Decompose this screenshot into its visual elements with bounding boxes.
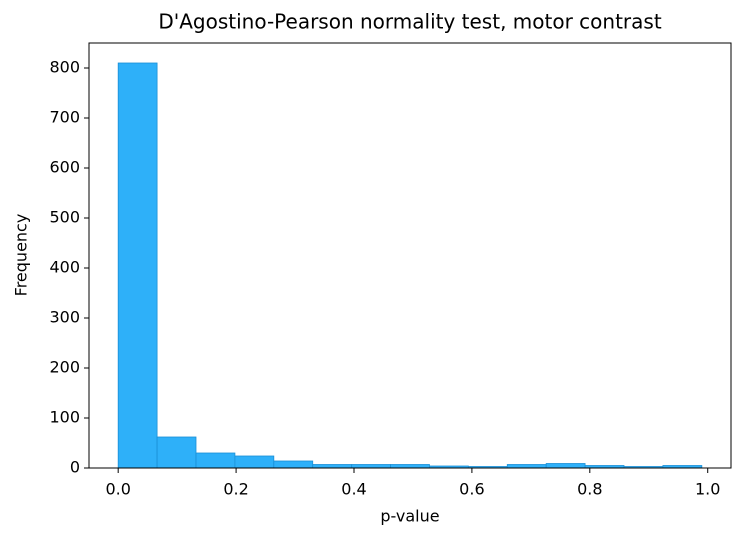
- bar: [195, 452, 236, 469]
- x-tick-label: 0.2: [223, 480, 248, 499]
- y-tick-label: 100: [49, 408, 80, 427]
- bar: [156, 436, 197, 469]
- x-tick-label: 0.8: [577, 480, 602, 499]
- y-tick-label: 700: [49, 108, 80, 127]
- y-tick-label: 0: [70, 458, 80, 477]
- bar: [390, 464, 430, 469]
- x-tick-label: 1.0: [695, 480, 720, 499]
- x-tick-label: 0.4: [341, 480, 366, 499]
- y-tick-label: 500: [49, 208, 80, 227]
- y-tick-label: 300: [49, 308, 80, 327]
- bar: [117, 62, 158, 469]
- bar: [312, 464, 353, 469]
- bar: [351, 464, 391, 469]
- y-tick-label: 400: [49, 258, 80, 277]
- y-tick-label: 200: [49, 358, 80, 377]
- bar: [506, 464, 547, 469]
- y-axis-label: Frequency: [12, 214, 31, 297]
- chart-title: D'Agostino-Pearson normality test, motor…: [158, 10, 661, 34]
- x-axis-label: p-value: [380, 507, 439, 526]
- plot-frame: [88, 42, 732, 469]
- bar: [234, 455, 275, 469]
- y-tick-label: 800: [49, 58, 80, 77]
- y-tick-label: 600: [49, 158, 80, 177]
- x-tick-label: 0.0: [105, 480, 130, 499]
- bar: [273, 460, 314, 469]
- x-tick-label: 0.6: [459, 480, 484, 499]
- bar: [545, 463, 586, 469]
